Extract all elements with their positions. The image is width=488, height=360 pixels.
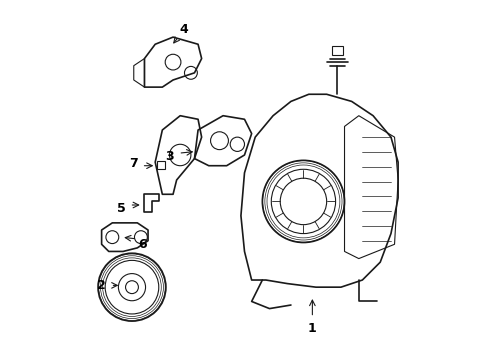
Text: 4: 4 xyxy=(179,23,188,36)
Text: 3: 3 xyxy=(165,150,173,163)
Text: 5: 5 xyxy=(117,202,125,215)
Text: 1: 1 xyxy=(307,322,316,335)
Text: 7: 7 xyxy=(129,157,138,170)
Text: 6: 6 xyxy=(138,238,147,251)
Text: 2: 2 xyxy=(97,279,106,292)
